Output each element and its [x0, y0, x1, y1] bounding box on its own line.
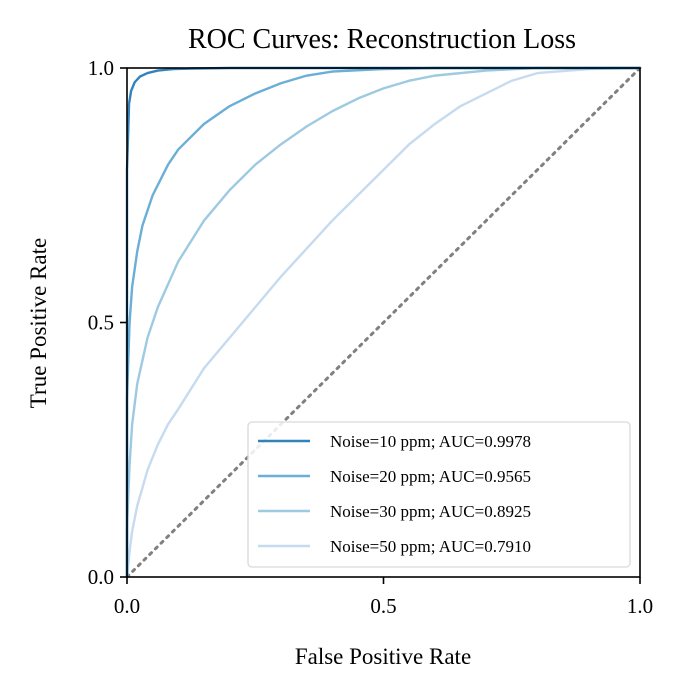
y-tick-label: 0.5 — [88, 311, 114, 335]
legend-box — [247, 421, 631, 568]
x-axis-ticks: 0.0 0.5 1.0 — [114, 577, 653, 618]
legend-entry-2: Noise=20 ppm; AUC=0.9565 — [330, 467, 531, 486]
legend-entry-4: Noise=50 ppm; AUC=0.7910 — [330, 537, 531, 556]
legend-entry-3: Noise=30 ppm; AUC=0.8925 — [330, 502, 531, 521]
legend: Noise=10 ppm; AUC=0.9978 Noise=20 ppm; AU… — [247, 421, 631, 568]
roc-curve-series-2 — [125, 66, 640, 577]
x-tick-label: 0.5 — [370, 594, 396, 618]
x-axis-label: False Positive Rate — [295, 644, 471, 669]
diagonal-reference-line — [125, 66, 642, 579]
x-tick-label: 0.0 — [114, 594, 140, 618]
legend-entry-1: Noise=10 ppm; AUC=0.9978 — [330, 432, 531, 451]
y-axis-label: True Positive Rate — [26, 238, 51, 408]
y-tick-label: 1.0 — [88, 56, 114, 80]
chart-title: ROC Curves: Reconstruction Loss — [188, 24, 576, 55]
roc-curve-series-4 — [125, 66, 641, 578]
roc-curve-series-3 — [125, 66, 640, 577]
x-tick-label: 1.0 — [627, 594, 653, 618]
y-axis-ticks: 0.0 0.5 1.0 — [88, 56, 127, 589]
y-tick-label: 0.0 — [88, 565, 114, 589]
